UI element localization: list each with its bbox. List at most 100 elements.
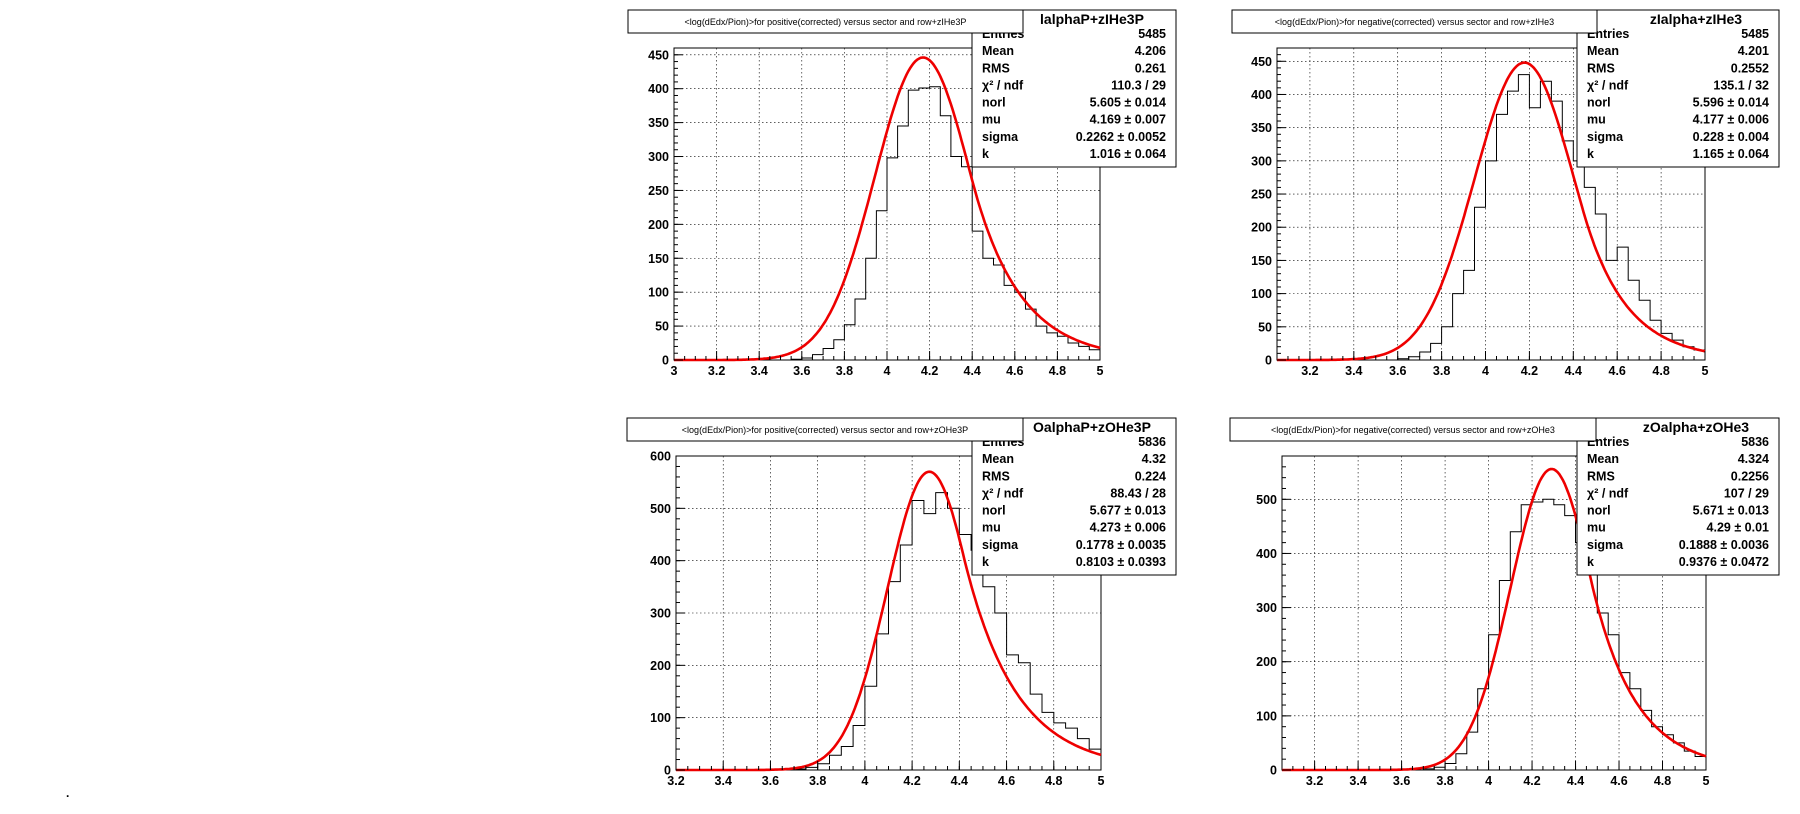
stats-box	[971, 9, 1177, 168]
stats-label: norl	[1587, 96, 1611, 110]
stats-value: 5836	[1741, 435, 1769, 449]
stats-box	[1576, 417, 1780, 576]
title-box	[627, 9, 1024, 34]
stats-value: 0.2262 ± 0.0052	[1076, 130, 1166, 144]
y-tick-label: 450	[1251, 55, 1272, 69]
y-tick-label: 300	[1256, 601, 1277, 615]
stats-value: 5.677 ± 0.013	[1090, 504, 1166, 518]
stats-label: RMS	[982, 469, 1010, 483]
stats-value: 5485	[1138, 27, 1166, 41]
fit-curve	[1277, 61, 1706, 362]
y-tick-label: 250	[1251, 188, 1272, 202]
chart-title: <log(dEdx/Pion)>for negative(corrected) …	[1275, 17, 1554, 27]
chart-title: <log(dEdx/Pion)>for positive(corrected) …	[685, 17, 967, 27]
footer-mark: .	[66, 786, 70, 800]
stats-label: k	[1587, 555, 1594, 569]
y-tick-label: 600	[650, 450, 671, 464]
x-tick-label: 3.6	[793, 364, 810, 378]
title-box	[1231, 9, 1598, 34]
chart-panel-1: 3 3.2 3.4 3.6 3.8 4 4.2 4.4 4.6 4.8 50501001502002…	[627, 9, 1177, 378]
stats-label: Mean	[1587, 452, 1619, 466]
y-tick-label: 100	[650, 711, 671, 725]
x-tick-label: 4.6	[998, 774, 1015, 788]
stats-value: 5.596 ± 0.014	[1693, 96, 1769, 110]
x-tick-label: 4.8	[1652, 364, 1669, 378]
x-tick-label: 5	[1098, 774, 1105, 788]
y-tick-label: 50	[655, 320, 669, 334]
stats-value: 5485	[1741, 27, 1769, 41]
fit-curve	[1282, 467, 1707, 772]
y-tick-label: 350	[648, 116, 669, 130]
stats-label: sigma	[1587, 130, 1624, 144]
x-tick-label: 4.6	[1006, 364, 1023, 378]
y-tick-label: 350	[1251, 121, 1272, 135]
stats-value: 0.9376 ± 0.0472	[1679, 555, 1769, 569]
stats-value: 4.201	[1738, 44, 1769, 58]
stats-value: 0.2552	[1731, 61, 1769, 75]
stats-label: norl	[1587, 504, 1611, 518]
stats-label: RMS	[1587, 61, 1615, 75]
title-box	[1229, 417, 1597, 442]
y-tick-label: 400	[1256, 547, 1277, 561]
y-tick-label: 100	[1251, 287, 1272, 301]
x-tick-label: 4	[884, 364, 891, 378]
x-tick-label: 3.2	[708, 364, 725, 378]
stats-value: 135.1 / 32	[1713, 78, 1769, 92]
title-box	[626, 417, 1024, 442]
stats-value: 110.3 / 29	[1111, 78, 1166, 92]
stats-title: lalphaP+zIHe3P	[1040, 11, 1144, 27]
chart-title: <log(dEdx/Pion)>for negative(corrected) …	[1271, 425, 1555, 435]
stats-value: 4.273 ± 0.006	[1090, 521, 1166, 535]
y-tick-label: 200	[648, 218, 669, 232]
chart-panel-4: 3.2 3.4 3.6 3.8 4 4.2 4.4 4.6 4.8 5 0 100 200 300 400 5…	[1229, 417, 1780, 788]
x-tick-label: 4	[1482, 364, 1489, 378]
stats-label: Mean	[982, 44, 1014, 58]
stats-label: χ² / ndf	[1587, 486, 1629, 500]
x-tick-label: 4	[1485, 774, 1492, 788]
x-tick-label: 4.8	[1049, 364, 1066, 378]
y-tick-label: 150	[648, 252, 669, 266]
stats-label: RMS	[1587, 469, 1615, 483]
y-tick-label: 0	[1270, 764, 1277, 778]
x-tick-label: 4.8	[1654, 774, 1671, 788]
stats-label: sigma	[1587, 538, 1624, 552]
x-tick-label: 3.8	[1436, 774, 1453, 788]
x-tick-label: 3.8	[1433, 364, 1450, 378]
x-tick-label: 4.8	[1045, 774, 1062, 788]
x-tick-label: 3.4	[1345, 364, 1362, 378]
stats-value: 88.43 / 28	[1110, 486, 1166, 500]
stats-label: sigma	[982, 130, 1019, 144]
stats-value: 4.29 ± 0.01	[1707, 521, 1770, 535]
y-tick-label: 200	[1256, 655, 1277, 669]
y-tick-label: 400	[650, 554, 671, 568]
x-tick-label: 4.2	[1521, 364, 1538, 378]
stats-value: 1.165 ± 0.064	[1693, 147, 1769, 161]
stats-value: 0.224	[1135, 469, 1166, 483]
stats-value: 0.261	[1135, 61, 1166, 75]
stats-value: 4.177 ± 0.006	[1693, 113, 1769, 127]
stats-box	[971, 417, 1177, 576]
stats-value: 0.1888 ± 0.0036	[1679, 538, 1769, 552]
y-tick-label: 0	[1265, 354, 1272, 368]
x-tick-label: 4	[861, 774, 868, 788]
stats-value: 4.206	[1135, 44, 1166, 58]
stats-value: 4.324	[1738, 452, 1769, 466]
y-tick-label: 250	[648, 184, 669, 198]
x-tick-label: 3.2	[1301, 364, 1318, 378]
x-tick-label: 3.6	[762, 774, 779, 788]
x-tick-label: 3	[671, 364, 678, 378]
stats-value: 5836	[1138, 435, 1166, 449]
x-tick-label: 3.4	[751, 364, 768, 378]
stats-label: k	[982, 147, 989, 161]
stats-label: Entries	[1587, 27, 1629, 41]
x-tick-label: 4.2	[1523, 774, 1540, 788]
stats-value: 4.169 ± 0.007	[1090, 113, 1166, 127]
stats-value: 1.016 ± 0.064	[1090, 147, 1166, 161]
x-tick-label: 3.2	[667, 774, 684, 788]
x-tick-label: 3.6	[1393, 774, 1410, 788]
x-tick-label: 3.6	[1389, 364, 1406, 378]
stats-label: mu	[1587, 113, 1606, 127]
stats-box	[1576, 9, 1780, 168]
x-tick-label: 4.6	[1610, 774, 1627, 788]
stats-label: χ² / ndf	[1587, 78, 1629, 92]
